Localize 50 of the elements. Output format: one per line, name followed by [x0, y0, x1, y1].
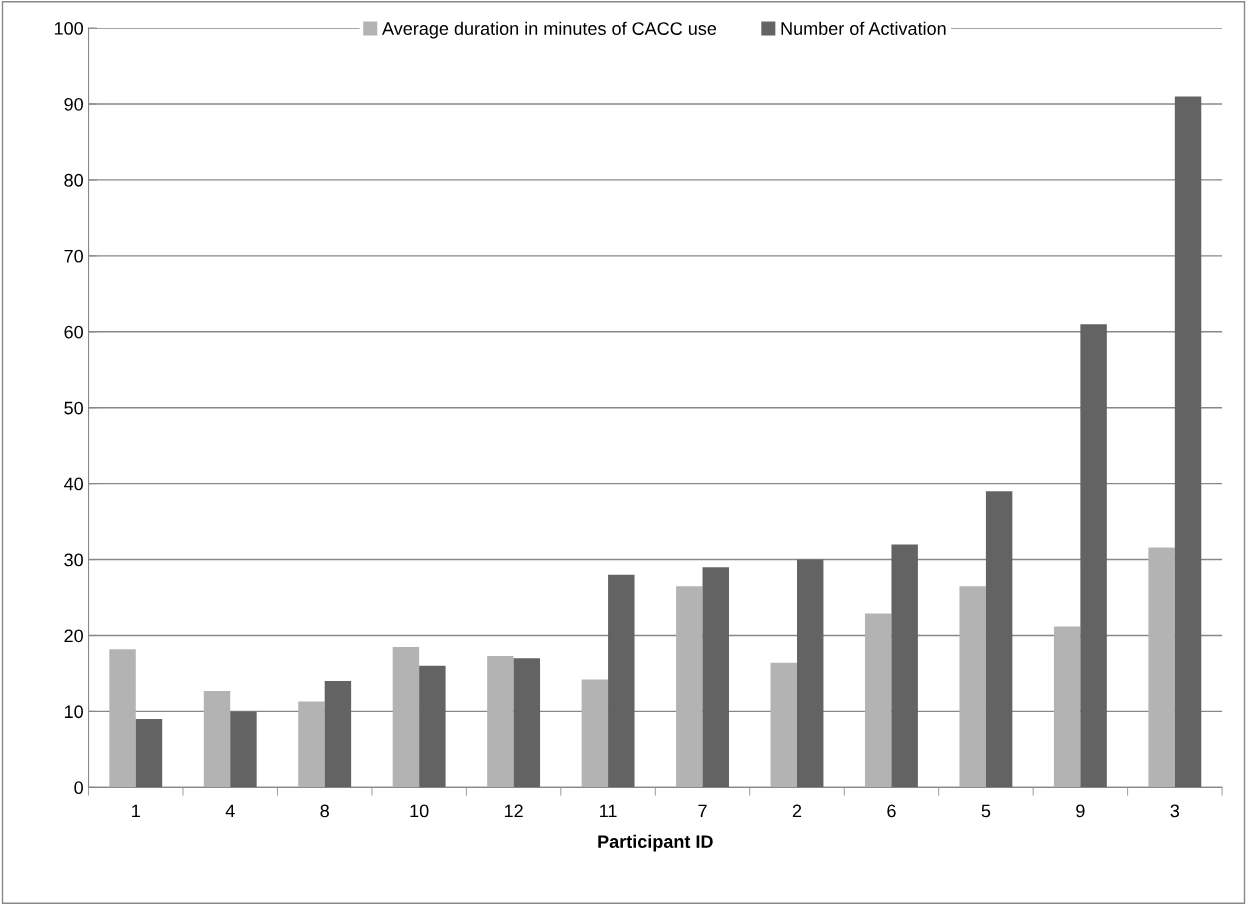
x-tick-label: 11: [600, 804, 617, 818]
bar: [109, 649, 136, 788]
bar: [1053, 626, 1081, 788]
y-tick-label: 0: [74, 781, 83, 795]
legend-label: Average duration in minutes of CACC use: [382, 21, 717, 39]
x-tick-label: 9: [1076, 804, 1085, 818]
bar: [203, 690, 231, 788]
x-axis-title: Participant ID: [598, 834, 713, 852]
bar: [1174, 96, 1202, 788]
y-tick-label: 10: [64, 705, 83, 719]
x-tick-label: 4: [225, 804, 235, 818]
x-tick-label: 5: [981, 804, 991, 818]
bar: [581, 679, 609, 788]
bar: [487, 655, 514, 788]
bar: [865, 613, 892, 788]
x-tick-label: 8: [320, 804, 329, 818]
x-tick-label: 2: [792, 804, 802, 818]
bar: [1080, 324, 1107, 788]
y-tick-label: 90: [64, 97, 83, 111]
x-tick-label: 1: [132, 804, 140, 818]
x-tick-label: 6: [887, 804, 896, 818]
bar: [959, 586, 986, 788]
x-tick-label: 7: [698, 804, 707, 818]
y-tick-label: 70: [64, 249, 83, 263]
bar: [298, 701, 325, 788]
bar: [324, 681, 352, 788]
x-tick-label: 10: [410, 804, 429, 818]
x-tick-label: 12: [504, 804, 523, 818]
bar: [392, 646, 420, 788]
y-tick-label: 20: [64, 629, 83, 643]
bar: [676, 586, 703, 788]
bar: [230, 711, 257, 788]
y-tick-label: 40: [64, 477, 83, 491]
bar: [608, 574, 635, 788]
bar: [702, 567, 729, 788]
y-tick-label: 60: [64, 325, 83, 339]
bar: [135, 719, 163, 788]
bar: [1148, 547, 1175, 788]
y-tick-label: 100: [54, 21, 83, 35]
bar: [770, 662, 797, 788]
y-tick-label: 50: [64, 401, 83, 415]
x-tick-label: 3: [1170, 804, 1180, 818]
bar: [419, 665, 446, 788]
legend-label: Number of Activation: [781, 21, 946, 35]
y-tick-label: 30: [64, 553, 83, 567]
bar: [985, 491, 1013, 788]
bar: [513, 658, 541, 788]
bar: [796, 559, 824, 788]
bar: [891, 544, 918, 788]
y-tick-label: 80: [64, 173, 83, 187]
